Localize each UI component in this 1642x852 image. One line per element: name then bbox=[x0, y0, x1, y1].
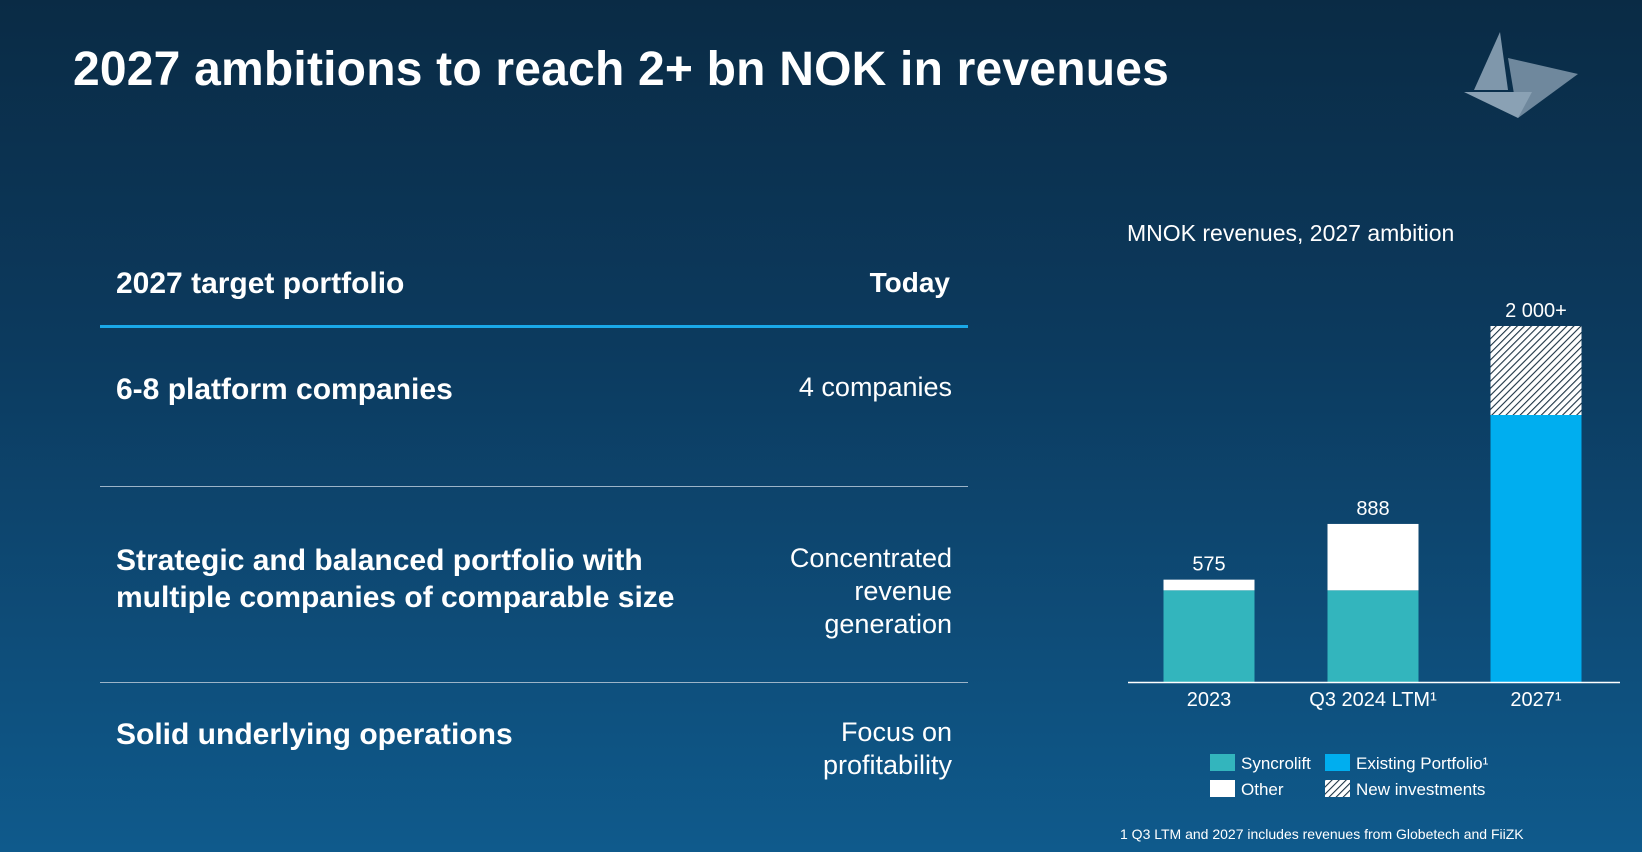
legend-label: New investments bbox=[1356, 780, 1485, 799]
today-cell: Focus on profitability bbox=[822, 717, 952, 780]
header-today: Today bbox=[869, 267, 950, 298]
bar-segment-syncrolift bbox=[1327, 590, 1419, 682]
revenue-bar-chart: 575 2023 888 Q3 2024 LTM¹ 2 000+ 2027¹ Syncrol… bbox=[1128, 300, 1620, 799]
data-label: 575 bbox=[1192, 554, 1225, 576]
header-divider bbox=[100, 325, 968, 328]
bar-segment-new-investments bbox=[1490, 326, 1582, 415]
x-tick-label: Q3 2024 LTM¹ bbox=[1309, 689, 1437, 711]
company-logo-icon bbox=[1464, 32, 1578, 118]
legend-label: Syncrolift bbox=[1241, 754, 1311, 773]
target-cell: 6-8 platform companies bbox=[116, 373, 453, 406]
data-label: 888 bbox=[1356, 498, 1389, 520]
legend-swatch bbox=[1210, 754, 1235, 771]
legend-label: Other bbox=[1241, 780, 1284, 799]
data-label: 2 000+ bbox=[1505, 300, 1567, 322]
chart-title: MNOK revenues, 2027 ambition bbox=[1127, 220, 1455, 246]
today-cell: 4 companies bbox=[798, 372, 952, 402]
row-divider bbox=[100, 486, 968, 487]
table-header: 2027 target portfolio Today bbox=[100, 255, 968, 328]
portfolio-table: 2027 target portfolio Today 6-8 platform… bbox=[100, 255, 968, 780]
target-cell: Solid underlying operations bbox=[116, 718, 513, 751]
legend-label: Existing Portfolio¹ bbox=[1356, 754, 1489, 773]
legend-swatch bbox=[1325, 780, 1350, 797]
target-cell: Strategic and balanced portfolio with mu… bbox=[116, 544, 675, 614]
x-tick-label: 2023 bbox=[1187, 689, 1232, 711]
header-target-portfolio: 2027 target portfolio bbox=[116, 267, 405, 300]
legend-swatch bbox=[1210, 780, 1235, 797]
today-cell: Concentrated revenue generation bbox=[789, 543, 952, 639]
bar-segment-syncrolift bbox=[1163, 590, 1255, 682]
slide-title: 2027 ambitions to reach 2+ bn NOK in rev… bbox=[73, 43, 1170, 96]
footnote: 1 Q3 LTM and 2027 includes revenues from… bbox=[1120, 826, 1524, 842]
legend-swatch bbox=[1325, 754, 1350, 771]
bar-segment-existing-portfolio bbox=[1490, 415, 1582, 682]
bar-segment-other bbox=[1163, 579, 1255, 591]
row-divider bbox=[100, 682, 968, 683]
x-tick-label: 2027¹ bbox=[1510, 689, 1561, 711]
bar-segment-other bbox=[1327, 523, 1419, 591]
